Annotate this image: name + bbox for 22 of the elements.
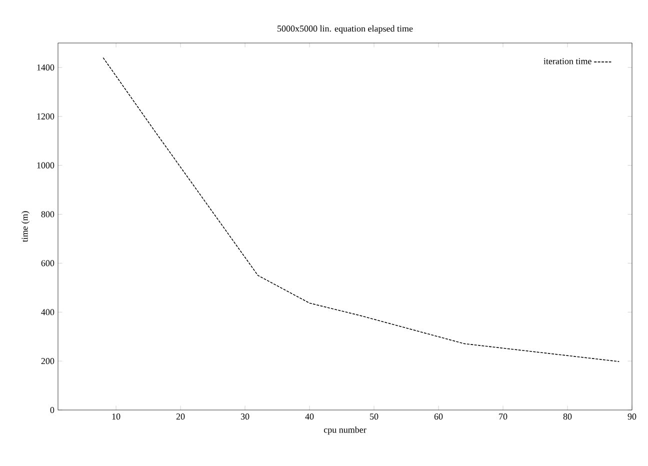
y-tick-label: 800 (41, 211, 54, 218)
line-series (102, 57, 620, 362)
x-tick-label: 90 (628, 414, 636, 420)
y-tick-label: 200 (41, 358, 54, 364)
y-tick-label: 600 (41, 260, 54, 266)
y-axis-title: time (m) (21, 211, 30, 242)
y-tick-label: 1200 (37, 113, 54, 120)
y-tick-label: 400 (41, 309, 54, 316)
y-tick-label: 0 (50, 406, 54, 414)
legend-label: iteration time (544, 58, 592, 64)
x-tick-label: 10 (112, 414, 120, 420)
x-tick-label: 60 (434, 414, 443, 420)
x-tick-label: 50 (370, 414, 378, 420)
chart-title: 5000x5000 lin. equation elapsed time (278, 25, 413, 34)
y-tick-label: 1400 (37, 64, 54, 71)
x-tick-label: 80 (563, 414, 572, 420)
x-tick-label: 30 (240, 414, 250, 420)
x-tick-label: 20 (176, 414, 185, 420)
x-tick-label: 40 (305, 414, 314, 420)
x-tick-label: 70 (499, 414, 508, 420)
y-tick-label: 1000 (37, 162, 54, 168)
x-axis-title: cpu number (324, 426, 366, 435)
